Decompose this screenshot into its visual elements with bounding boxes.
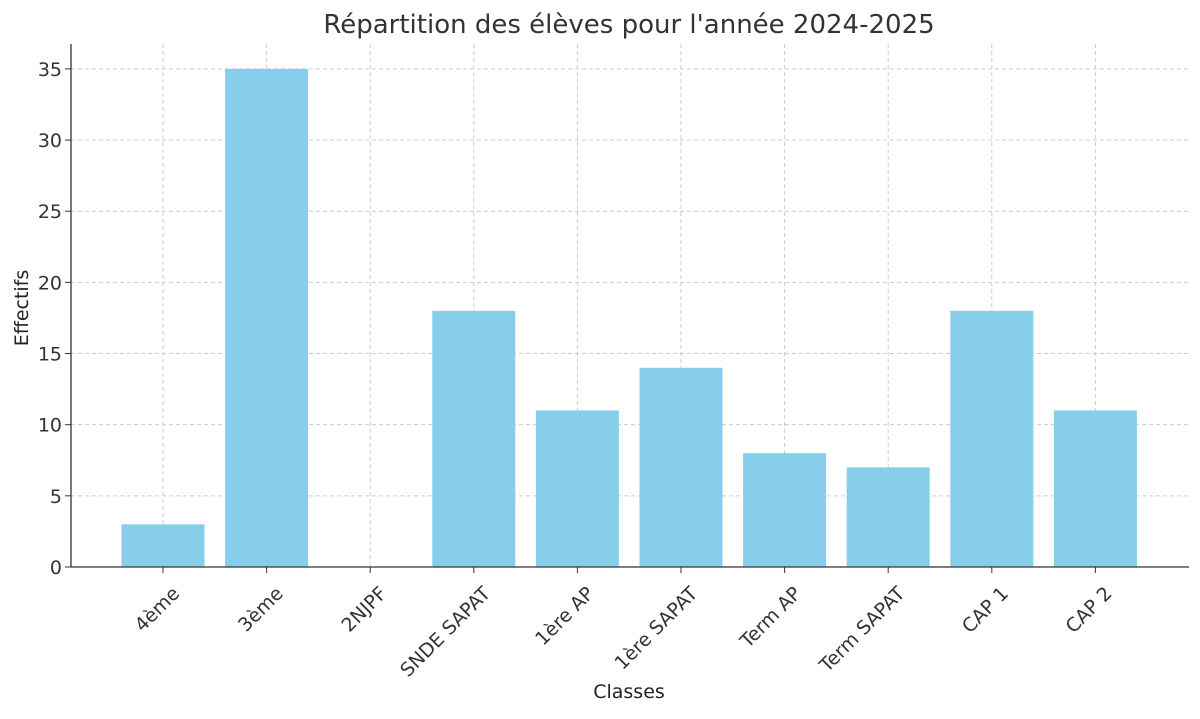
y-tick-label: 25 [38,201,62,223]
x-tick-label: CAP 2 [1061,583,1116,638]
y-tick-label: 15 [38,344,62,366]
y-tick-label: 0 [50,557,62,579]
x-axis-label: Classes [593,681,665,703]
y-tick-label: 5 [50,486,62,508]
chart-title: Répartition des élèves pour l'année 2024… [323,10,934,40]
x-tick-label: 3ème [234,583,288,637]
bar-1-re-sapat [639,367,723,567]
x-tick-label: Term AP [735,583,805,653]
x-tick-label: 1ère AP [531,583,598,650]
y-axis-label: Effectifs [11,270,33,347]
bar-1-re-ap [535,410,619,567]
y-tick-label: 20 [38,272,62,294]
x-tick-label: CAP 1 [958,583,1013,638]
bar-cap-1 [950,310,1034,567]
bars-layer [121,68,1137,568]
x-tick-label: 4ème [130,583,184,637]
x-tick-label: SNDE SAPAT [396,582,495,681]
bar-term-sapat [846,467,930,567]
axes-layer [70,44,1189,568]
bar-snde-sapat [432,310,516,567]
x-tick-label: 2NJPF [337,583,391,637]
x-tick-label: 1ère SAPAT [610,582,702,674]
bar-term-ap [743,453,827,567]
y-tick-label: 35 [38,59,62,81]
bar-3-me [225,68,309,568]
x-tick-label: Term SAPAT [815,582,910,677]
y-tick-label: 10 [38,415,62,437]
bar-4-me [121,524,205,567]
y-tick-label: 30 [38,130,62,152]
bar-cap-2 [1053,410,1137,567]
